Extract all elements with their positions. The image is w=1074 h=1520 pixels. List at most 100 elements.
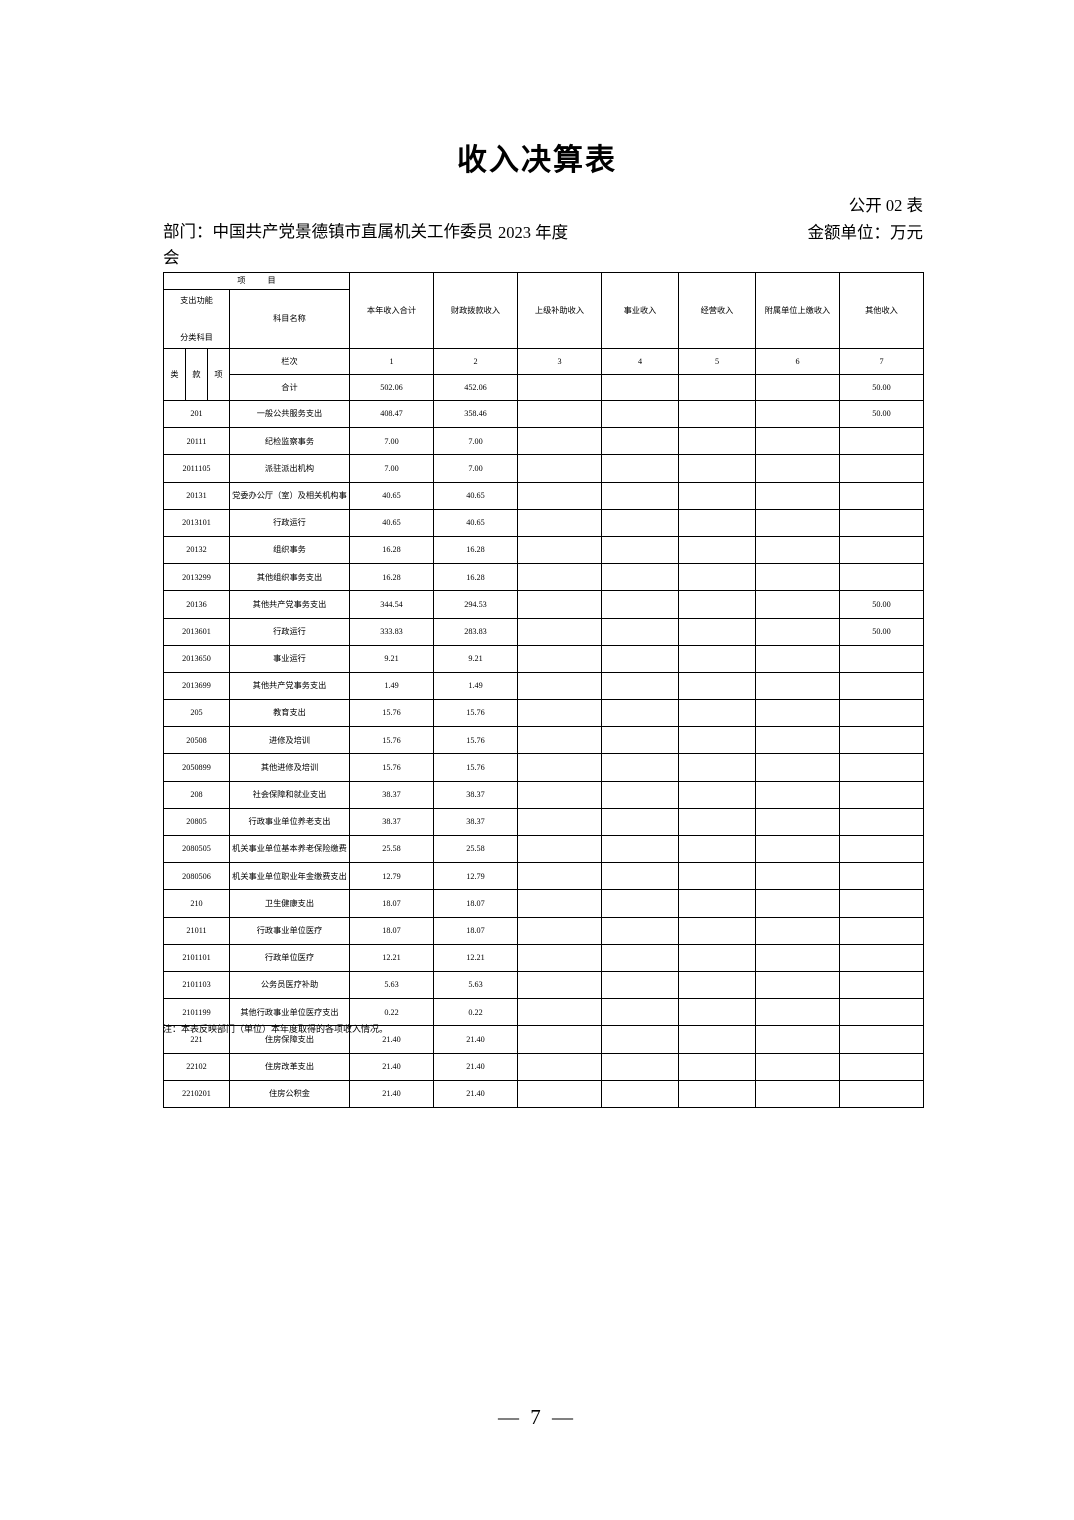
- row-code: 208: [163, 780, 230, 809]
- header-row-main: 支出功能 分类科目 科目名称: [163, 289, 924, 349]
- row-subject-name: 其他进修及培训: [229, 753, 350, 782]
- row-value-1: 408.47: [349, 399, 434, 429]
- row-value-7: [839, 671, 924, 701]
- row-value-6: [755, 726, 840, 755]
- row-value-3: [517, 726, 602, 755]
- header-colnum-1: 1: [349, 348, 434, 375]
- row-value-6: [755, 970, 840, 1000]
- row-subject-name: 行政运行: [229, 617, 350, 646]
- page-number: — 7 —: [498, 1405, 576, 1429]
- row-value-1: 40.65: [349, 481, 434, 510]
- row-subject-name: 机关事业单位职业年金缴费支出: [229, 862, 350, 891]
- row-value-1: 16.28: [349, 563, 434, 592]
- row-value-7: [839, 1052, 924, 1081]
- table-row-total: 合计 502.06 452.06 50.00: [164, 374, 924, 401]
- row-value-6: [755, 943, 840, 972]
- row-value-6: [755, 644, 840, 673]
- row-value-3: [517, 508, 602, 537]
- table-footnote: 注：本表反映部门（单位）本年度取得的各项收入情况。: [163, 1024, 389, 1034]
- table-row: 2050899 其他进修及培训 15.76 15.76: [163, 753, 924, 782]
- row-code: 2013601: [163, 617, 230, 646]
- row-value-4: [601, 998, 679, 1027]
- page-title: 收入决算表: [457, 143, 617, 178]
- row-value-5: [678, 671, 756, 701]
- row-value-1: 12.21: [349, 943, 434, 972]
- table-row: 22102 住房改革支出 21.40 21.40: [163, 1052, 924, 1081]
- table-row: 2011105 派驻派出机构 7.00 7.00: [163, 454, 924, 483]
- row-subject-name: 住房改革支出: [229, 1052, 350, 1081]
- total-value-7: 50.00: [839, 374, 924, 401]
- header-row-project: 项 目 本年收入合计 财政拨款收入 上级补助收入 事业收入 经营收入 附属单位上…: [163, 272, 924, 349]
- row-value-6: [755, 998, 840, 1027]
- row-code: 20132: [163, 535, 230, 565]
- row-value-5: [678, 807, 756, 837]
- row-subject-name: 社会保障和就业支出: [229, 780, 350, 809]
- row-code: 2050899: [163, 753, 230, 782]
- header-column-row-label: 栏次: [229, 348, 350, 375]
- row-code: 2101101: [163, 943, 230, 972]
- header-col-2: 财政拨款收入: [433, 272, 518, 349]
- row-value-6: [755, 834, 840, 864]
- row-value-4: [601, 1079, 679, 1108]
- row-value-4: [601, 970, 679, 1000]
- row-value-4: [601, 834, 679, 864]
- row-value-5: [678, 1079, 756, 1108]
- row-value-6: [755, 807, 840, 837]
- row-value-5: [678, 998, 756, 1027]
- row-value-6: [755, 1025, 840, 1054]
- header-colnum-5: 5: [678, 348, 756, 375]
- row-code: 201: [163, 399, 230, 429]
- row-code: 2011105: [163, 454, 230, 483]
- document-meta: 公开 02 表 部门：中国共产党景德镇市直属机关工作委员会 2023 年度 金额…: [163, 192, 923, 267]
- row-code: 2013650: [163, 644, 230, 673]
- row-subject-name: 派驻派出机构: [229, 454, 350, 483]
- row-code: 205: [163, 699, 230, 728]
- header-row-columnindex: 类 款 项 栏次 1 2 3 4 5 6 7: [163, 348, 924, 401]
- total-value-4: [601, 374, 679, 401]
- row-value-1: 38.37: [349, 780, 434, 809]
- header-level-section: 款: [185, 348, 208, 401]
- row-value-7: [839, 427, 924, 456]
- row-value-6: [755, 481, 840, 510]
- row-value-2: 9.21: [433, 644, 518, 673]
- fiscal-year-label: 2023 年度: [498, 223, 569, 242]
- row-value-7: [839, 834, 924, 864]
- table-row: 20508 进修及培训 15.76 15.76: [163, 726, 924, 755]
- row-value-6: [755, 427, 840, 456]
- form-number: 公开 02 表: [848, 196, 923, 215]
- row-value-1: 7.00: [349, 454, 434, 483]
- row-value-3: [517, 535, 602, 565]
- row-value-3: [517, 671, 602, 701]
- row-value-7: [839, 943, 924, 972]
- row-value-2: 25.58: [433, 834, 518, 864]
- row-value-5: [678, 753, 756, 782]
- row-value-1: 21.40: [349, 1052, 434, 1081]
- header-func-class: 支出功能 分类科目: [163, 289, 230, 349]
- table-row: 2013299 其他组织事务支出 16.28 16.28: [163, 563, 924, 592]
- row-value-2: 15.76: [433, 753, 518, 782]
- row-value-1: 0.22: [349, 998, 434, 1027]
- department-label: 部门：中国共产党景德镇市直属机关工作委员会: [163, 222, 493, 267]
- table-row: 208 社会保障和就业支出 38.37 38.37: [163, 780, 924, 809]
- row-value-4: [601, 427, 679, 456]
- row-value-2: 283.83: [433, 617, 518, 646]
- row-value-4: [601, 1052, 679, 1081]
- row-value-4: [601, 699, 679, 728]
- row-subject-name: 其他共产党事务支出: [229, 671, 350, 701]
- row-code: 2013101: [163, 508, 230, 537]
- row-value-3: [517, 916, 602, 945]
- row-subject-name: 公务员医疗补助: [229, 970, 350, 1000]
- row-value-5: [678, 916, 756, 945]
- row-value-4: [601, 671, 679, 701]
- row-value-5: [678, 617, 756, 646]
- row-subject-name: 一般公共服务支出: [229, 399, 350, 429]
- row-value-5: [678, 535, 756, 565]
- row-value-5: [678, 834, 756, 864]
- row-value-7: [839, 1025, 924, 1054]
- row-value-7: [839, 862, 924, 891]
- row-code: 20508: [163, 726, 230, 755]
- row-value-4: [601, 753, 679, 782]
- row-code: 210: [163, 889, 230, 918]
- table-row: 20111 纪检监察事务 7.00 7.00: [163, 427, 924, 456]
- row-value-3: [517, 454, 602, 483]
